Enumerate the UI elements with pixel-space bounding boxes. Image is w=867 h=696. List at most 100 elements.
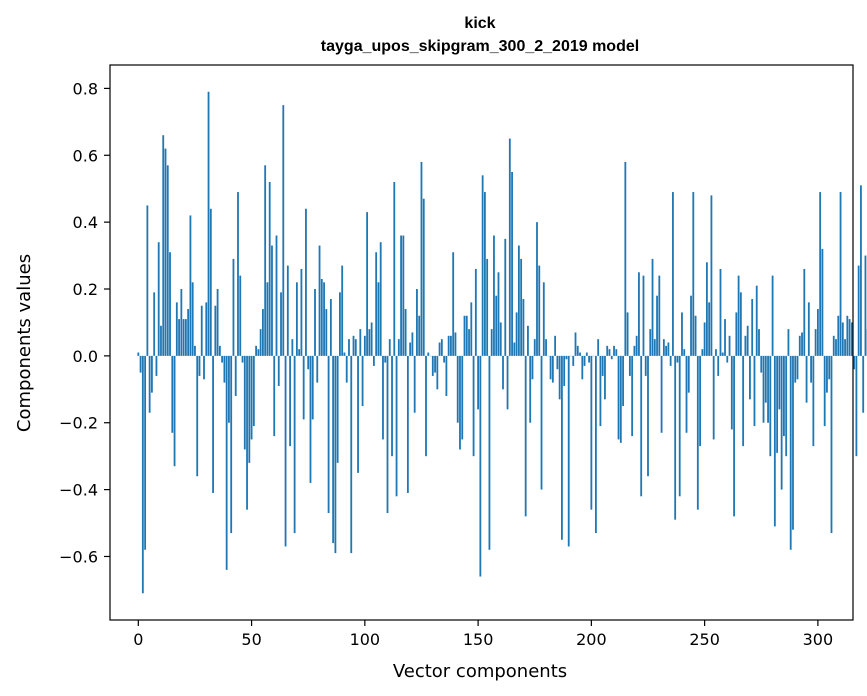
- bar-204: [599, 355, 602, 427]
- bar-185: [556, 355, 559, 370]
- bar-256: [717, 355, 720, 376]
- bar-284: [780, 355, 783, 490]
- bar-116: [400, 235, 402, 356]
- bar-139: [452, 252, 455, 356]
- bar-205: [601, 355, 604, 376]
- bar-30: [205, 302, 208, 356]
- bar-157: [493, 235, 495, 356]
- bar-90: [341, 265, 344, 356]
- bar-186: [558, 355, 561, 400]
- bar-301: [819, 192, 822, 356]
- bar-173: [529, 355, 532, 423]
- bar-25: [194, 345, 196, 356]
- bar-8: [155, 355, 158, 376]
- bar-164: [508, 138, 511, 356]
- bar-263: [733, 355, 735, 517]
- bar-61: [275, 235, 278, 356]
- bar-297: [810, 355, 812, 383]
- bar-260: [726, 355, 729, 363]
- bar-217: [628, 355, 631, 376]
- bar-228: [653, 339, 656, 356]
- bar-63: [280, 292, 282, 356]
- bar-124: [418, 315, 421, 356]
- bar-276: [762, 355, 765, 423]
- bar-77: [311, 355, 314, 420]
- bar-268: [744, 335, 747, 356]
- bar-250: [703, 322, 706, 356]
- bar-273: [755, 285, 758, 356]
- bar-68: [291, 339, 294, 356]
- bar-132: [436, 355, 439, 390]
- bar-14: [169, 252, 171, 356]
- bar-17: [175, 302, 178, 356]
- bar-82: [323, 282, 325, 356]
- bar-168: [517, 245, 520, 356]
- bar-218: [631, 355, 634, 437]
- bar-92: [345, 355, 348, 383]
- bar-292: [798, 335, 801, 356]
- bar-225: [647, 355, 649, 477]
- y-tick-label: 0.4: [73, 213, 98, 232]
- bar-187: [561, 355, 563, 540]
- bar-56: [264, 165, 267, 356]
- bar-230: [658, 275, 661, 356]
- bar-135: [443, 355, 446, 363]
- bar-219: [633, 345, 636, 356]
- bar-306: [830, 355, 833, 534]
- bar-89: [339, 292, 341, 356]
- x-tick-label: 300: [803, 630, 834, 649]
- bar-259: [724, 319, 726, 356]
- bar-211: [615, 349, 618, 356]
- bar-62: [277, 355, 280, 386]
- bar-95: [352, 335, 355, 356]
- bar-177: [538, 265, 541, 356]
- plot-frame: [109, 64, 854, 621]
- bar-175: [533, 339, 536, 356]
- bar-184: [554, 335, 557, 356]
- bar-280: [771, 275, 774, 356]
- bar-127: [425, 355, 427, 457]
- bar-294: [803, 268, 806, 356]
- bar-320: [862, 355, 865, 413]
- bar-267: [742, 355, 745, 447]
- bar-281: [773, 355, 776, 527]
- bar-140: [454, 332, 457, 356]
- bar-166: [513, 342, 516, 356]
- bar-179: [542, 282, 545, 356]
- bar-295: [805, 355, 808, 403]
- bar-275: [760, 355, 763, 373]
- bar-128: [427, 352, 430, 356]
- bar-26: [196, 355, 199, 477]
- bar-110: [386, 355, 389, 514]
- bar-143: [461, 355, 464, 440]
- x-tick-label: 200: [576, 630, 607, 649]
- bar-80: [318, 245, 321, 356]
- bar-208: [608, 349, 611, 356]
- bar-119: [406, 355, 409, 493]
- bar-193: [574, 332, 577, 356]
- bar-40: [228, 355, 230, 423]
- x-tick-label: 250: [689, 630, 720, 649]
- bar-101: [366, 212, 369, 356]
- bar-255: [715, 349, 717, 356]
- bar-49: [248, 355, 251, 463]
- bar-319: [860, 185, 862, 356]
- bar-262: [730, 355, 733, 430]
- bar-86: [332, 355, 335, 544]
- bar-79: [316, 355, 319, 383]
- bar-216: [626, 312, 629, 356]
- bar-223: [642, 275, 645, 356]
- bar-29: [203, 355, 205, 380]
- y-tick-label: 0.2: [73, 280, 98, 299]
- bar-87: [334, 355, 337, 554]
- bar-66: [286, 265, 289, 356]
- bar-317: [855, 355, 858, 457]
- bar-196: [581, 355, 584, 380]
- bar-174: [531, 355, 534, 380]
- bar-220: [635, 335, 638, 356]
- bar-20: [182, 319, 185, 356]
- bar-102: [368, 329, 371, 356]
- y-tick-label: 0.8: [73, 79, 98, 98]
- bar-233: [665, 345, 668, 356]
